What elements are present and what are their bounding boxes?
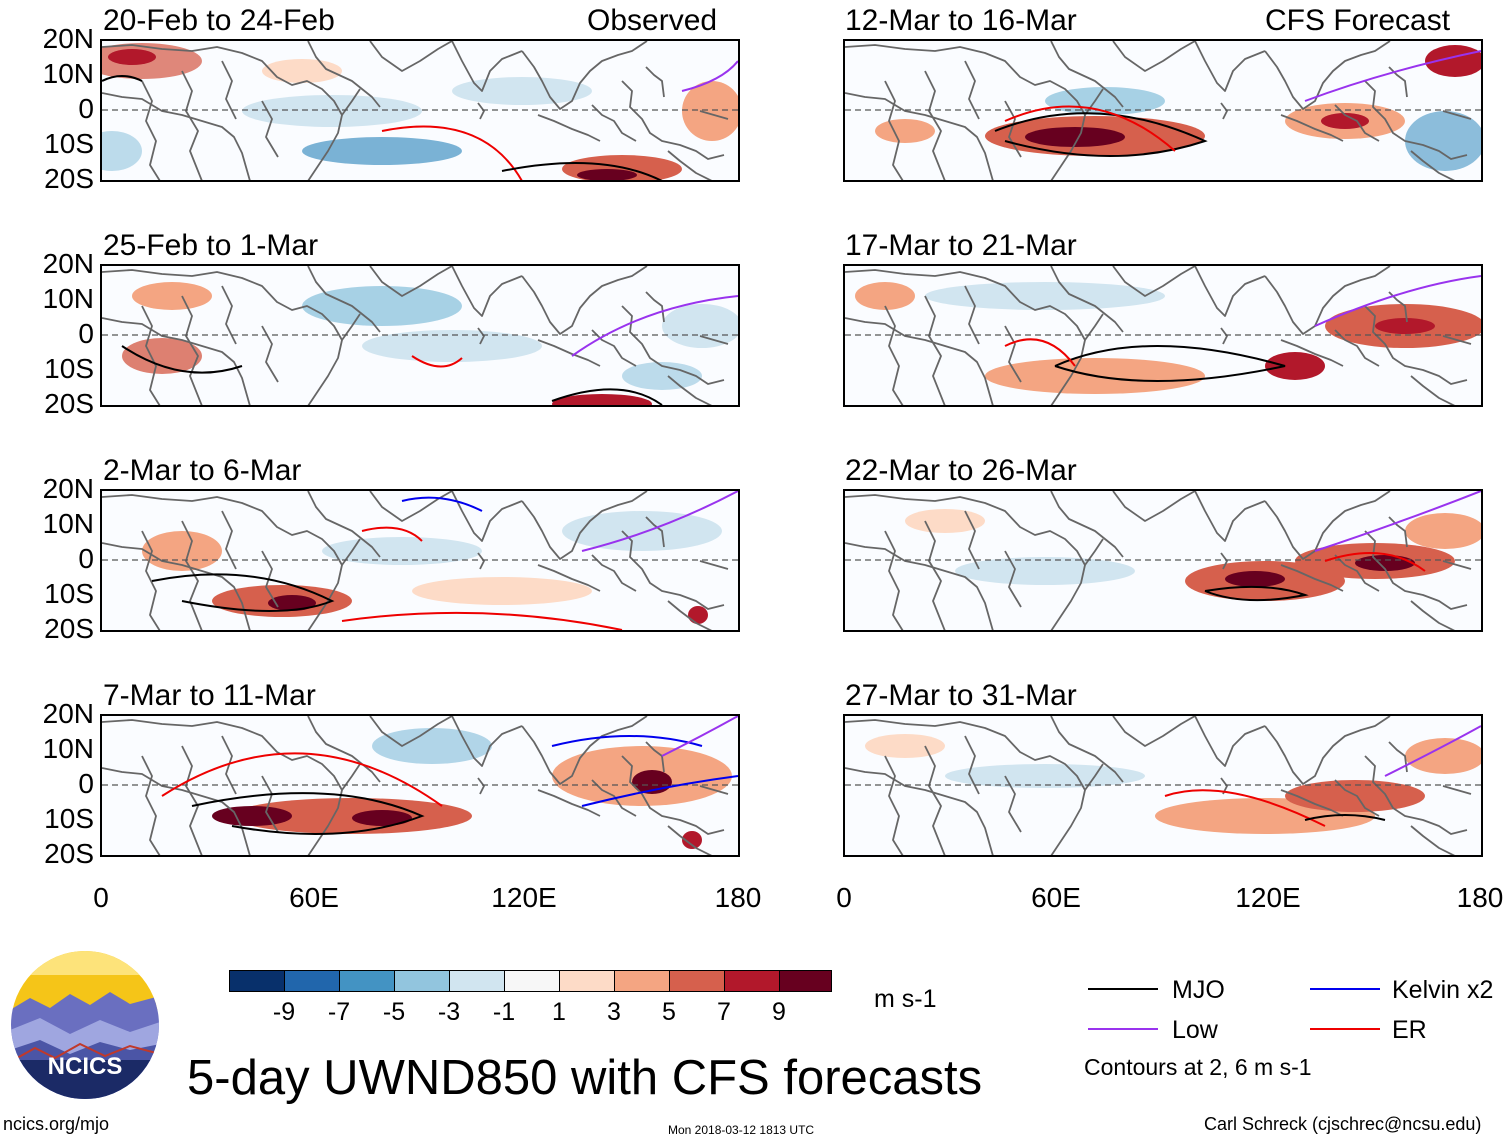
- panel-title: 22-Mar to 26-Mar: [845, 454, 1077, 487]
- map-panel: [843, 264, 1483, 407]
- colorbar-tick: -7: [327, 998, 351, 1026]
- lat-label: 20N: [42, 248, 94, 279]
- logo-text: NCICS: [48, 1053, 123, 1080]
- map-panel: [843, 714, 1483, 857]
- lon-label: 0: [93, 882, 109, 913]
- colorbar-swatch: [724, 970, 780, 992]
- colorbar-swatch: [339, 970, 395, 992]
- panel-title: 2-Mar to 6-Mar: [103, 454, 302, 487]
- map-panel: [843, 39, 1483, 182]
- colorbar-swatch: [229, 970, 285, 992]
- panel-title: 17-Mar to 21-Mar: [845, 229, 1077, 262]
- lat-label: 20N: [42, 698, 94, 729]
- lat-label: 10S: [44, 128, 94, 159]
- colorbar-swatch: [284, 970, 340, 992]
- panel-title: 7-Mar to 11-Mar: [103, 679, 316, 712]
- colorbar-tick: -9: [272, 998, 296, 1026]
- panel-title: 25-Feb to 1-Mar: [103, 229, 319, 262]
- contour-note: Contours at 2, 6 m s-1: [1084, 1054, 1312, 1080]
- lat-label: 20S: [44, 388, 94, 419]
- legend-label-er: ER: [1392, 1016, 1427, 1044]
- lat-label: 20S: [44, 613, 94, 644]
- legend-swatch-er: [1310, 1028, 1380, 1030]
- panel-title: 27-Mar to 31-Mar: [845, 679, 1077, 712]
- colorbar-tick: -1: [492, 998, 516, 1026]
- contour-legend: MJO Kelvin x2 Low ER Contours at 2, 6 m …: [1084, 976, 1508, 1086]
- colorbar-swatch: [669, 970, 725, 992]
- map-panel: [100, 264, 740, 407]
- lon-label: 60E: [1031, 882, 1081, 913]
- legend-swatch-low: [1088, 1028, 1158, 1030]
- figure-title: 5-day UWND850 with CFS forecasts: [187, 1051, 983, 1105]
- site-link[interactable]: ncics.org/mjo: [3, 1114, 110, 1134]
- lat-label: 20N: [42, 473, 94, 504]
- lat-label: 0: [78, 318, 94, 349]
- colorbar-tick: 5: [662, 998, 676, 1026]
- panel-title: 12-Mar to 16-Mar: [845, 4, 1077, 37]
- lat-label: 20S: [44, 838, 94, 869]
- colorbar-tick: 1: [552, 998, 566, 1026]
- lat-label: 0: [78, 93, 94, 124]
- ncics-logo: NCICS: [10, 950, 160, 1100]
- lat-label: 20S: [44, 163, 94, 194]
- lon-label: 0: [836, 882, 852, 913]
- lat-label: 10S: [44, 578, 94, 609]
- timestamp: Mon 2018-03-12 1813 UTC: [668, 1123, 815, 1137]
- map-panel: [100, 714, 740, 857]
- lon-label: 120E: [1235, 882, 1301, 913]
- lat-label: 10N: [42, 58, 94, 89]
- legend-label-kelvin: Kelvin x2: [1392, 976, 1494, 1004]
- lat-label: 10N: [42, 283, 94, 314]
- legend-label-mjo: MJO: [1172, 976, 1225, 1004]
- lat-label: 10N: [42, 733, 94, 764]
- lat-label: 0: [78, 768, 94, 799]
- lon-label: 180: [1456, 882, 1504, 913]
- map-panel: [100, 489, 740, 632]
- colorbar-units: m s-1: [874, 985, 937, 1013]
- lon-label: 120E: [491, 882, 557, 913]
- forecast-label: CFS Forecast: [1265, 4, 1451, 37]
- colorbar-swatch: [504, 970, 560, 992]
- colorbar-tick: 7: [717, 998, 731, 1026]
- colorbar-tick: -3: [437, 998, 461, 1026]
- colorbar-swatch: [614, 970, 670, 992]
- lon-label: 180: [714, 882, 762, 913]
- author-credit: Carl Schreck (cjschrec@ncsu.edu): [1204, 1114, 1482, 1134]
- colorbar-tick: 3: [607, 998, 621, 1026]
- panel-title: 20-Feb to 24-Feb: [103, 4, 335, 37]
- lat-label: 10S: [44, 803, 94, 834]
- colorbar-swatch: [559, 970, 615, 992]
- colorbar-tick: -5: [382, 998, 406, 1026]
- legend-label-low: Low: [1172, 1016, 1218, 1044]
- colorbar-tick: 9: [772, 998, 786, 1026]
- colorbar-swatch: [449, 970, 505, 992]
- lat-label: 0: [78, 543, 94, 574]
- lat-label: 20N: [42, 23, 94, 54]
- lat-label: 10S: [44, 353, 94, 384]
- colorbar: [229, 970, 832, 992]
- colorbar-swatch: [779, 970, 832, 992]
- lat-label: 10N: [42, 508, 94, 539]
- legend-swatch-kelvin: [1310, 988, 1380, 990]
- map-panel: [843, 489, 1483, 632]
- colorbar-swatch: [394, 970, 450, 992]
- lon-label: 60E: [289, 882, 339, 913]
- legend-swatch-mjo: [1088, 988, 1158, 990]
- observed-label: Observed: [587, 4, 718, 37]
- map-panel: [100, 39, 740, 182]
